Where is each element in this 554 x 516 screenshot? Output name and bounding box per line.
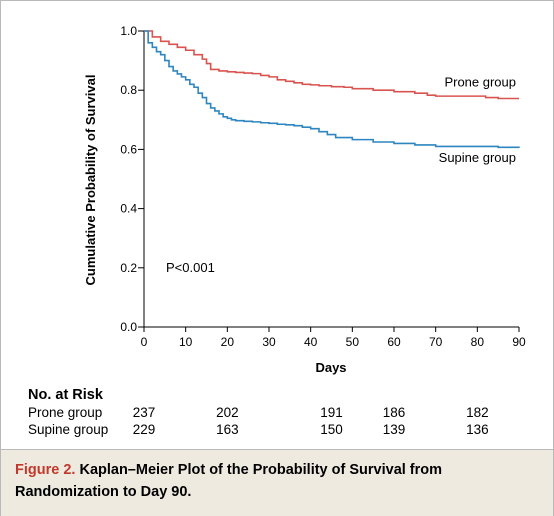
x-axis-label: Days [315, 360, 346, 375]
risk-cell: 150 [320, 422, 343, 437]
survival-curve-supine [144, 30, 520, 149]
caption-figure-label: Figure 2. [15, 462, 76, 478]
risk-cell: 237 [132, 405, 156, 420]
p-value-annotation: P<0.001 [166, 260, 215, 275]
x-tick-label: 30 [262, 335, 276, 349]
survival-curve-prone [144, 30, 519, 100]
x-tick-label: 0 [141, 335, 148, 349]
x-tick-label: 70 [429, 335, 443, 349]
km-chart: 0.0 0.2 0.4 0.6 0.8 1.0 0 10 20 30 40 50 60 70 80 90 Pr… [83, 24, 526, 375]
risk-row-label: Supine group [28, 422, 109, 437]
risk-row-label: Prone group [28, 405, 103, 420]
caption-text-block: Figure 2. Kaplan–Meier Plot of the Proba… [15, 459, 540, 503]
y-axis-label: Cumulative Probability of Survival [83, 75, 98, 286]
risk-cell: 202 [216, 405, 239, 420]
y-tick-label: 1.0 [120, 24, 137, 38]
x-tick-label: 60 [387, 335, 401, 349]
caption-body: Kaplan–Meier Plot of the Probability of … [15, 462, 443, 500]
series-label-supine: Supine group [439, 150, 516, 165]
axes: 0.0 0.2 0.4 0.6 0.8 1.0 0 10 20 30 40 50 60 70 80 90 [120, 24, 526, 349]
y-tick-label: 0.2 [120, 261, 137, 275]
x-tick-label: 80 [471, 335, 485, 349]
y-tick-label: 0.6 [120, 142, 137, 156]
risk-cell: 163 [216, 422, 239, 437]
series-group: Prone group Supine group [144, 30, 520, 165]
risk-cell: 136 [466, 422, 489, 437]
x-tick-label: 40 [304, 335, 318, 349]
figure-caption: Figure 2. Kaplan–Meier Plot of the Proba… [1, 449, 553, 516]
risk-cell: 191 [320, 405, 343, 420]
risk-table-title: No. at Risk [28, 387, 103, 403]
y-tick-label: 0.4 [120, 202, 137, 216]
risk-cell: 229 [132, 422, 156, 437]
x-tick-label: 10 [179, 335, 193, 349]
risk-cell: 186 [382, 405, 406, 420]
x-tick-label: 50 [346, 335, 360, 349]
risk-cell: 182 [466, 405, 489, 420]
x-tick-label: 90 [512, 335, 526, 349]
x-tick-label: 20 [221, 335, 235, 349]
risk-cell: 139 [382, 422, 406, 437]
y-tick-label: 0.0 [120, 320, 137, 334]
series-label-prone: Prone group [444, 74, 516, 89]
y-tick-label: 0.8 [120, 83, 137, 97]
